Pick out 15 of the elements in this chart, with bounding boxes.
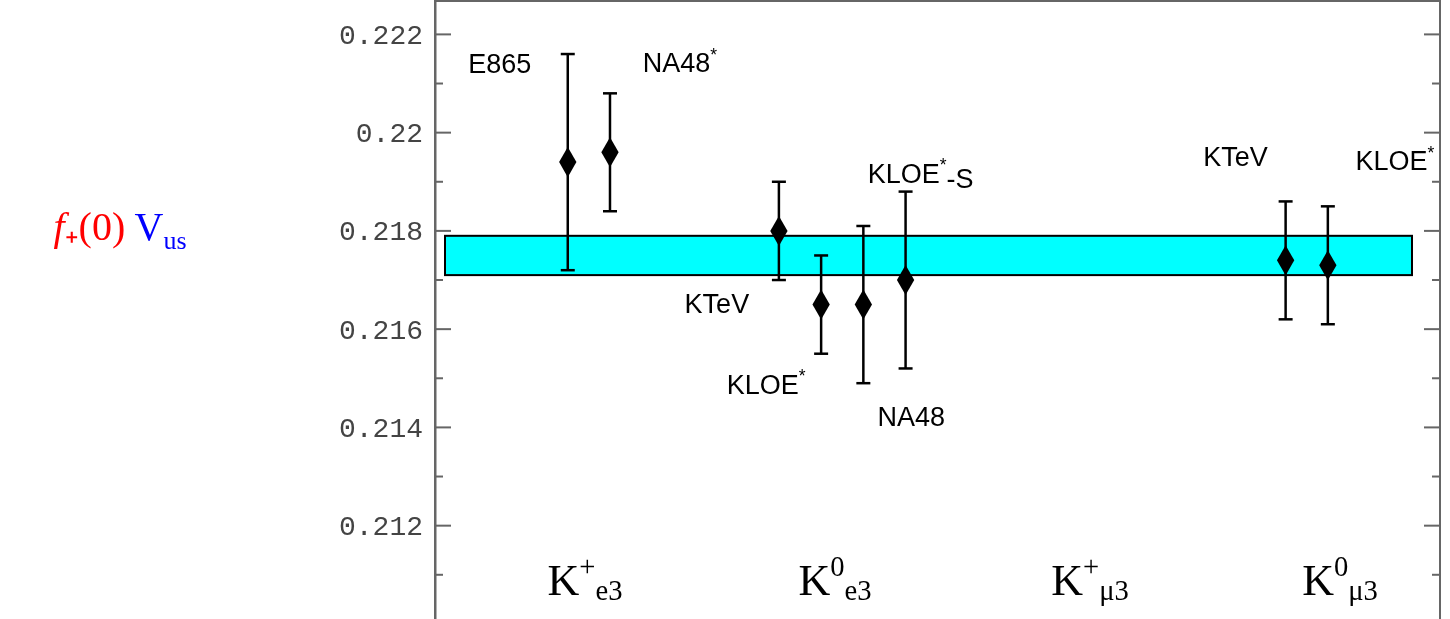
data-label: E865: [468, 49, 532, 80]
y-tick-label: 0.22: [355, 119, 423, 151]
data-label: NA48$^{*}$: [642, 44, 718, 79]
data-label: KTeV: [684, 288, 750, 319]
y-tick-label: 0.214: [338, 413, 423, 445]
y-tick-label: 0.216: [338, 315, 423, 347]
data-label: KLOE$^{*}$: [726, 365, 806, 400]
data-label: KLOE$^{*}$: [1355, 142, 1435, 177]
y-tick-label: 0.218: [338, 217, 423, 249]
data-label: NA48: [877, 401, 946, 432]
y-tick-label: 0.222: [338, 20, 423, 52]
y-axis-title: f₊(0) V$_{us}$: [53, 204, 187, 256]
data-label: KLOE$^{*}$-S: [867, 155, 974, 194]
data-label: KTeV: [1203, 142, 1268, 173]
y-tick-label: 0.212: [338, 512, 423, 544]
